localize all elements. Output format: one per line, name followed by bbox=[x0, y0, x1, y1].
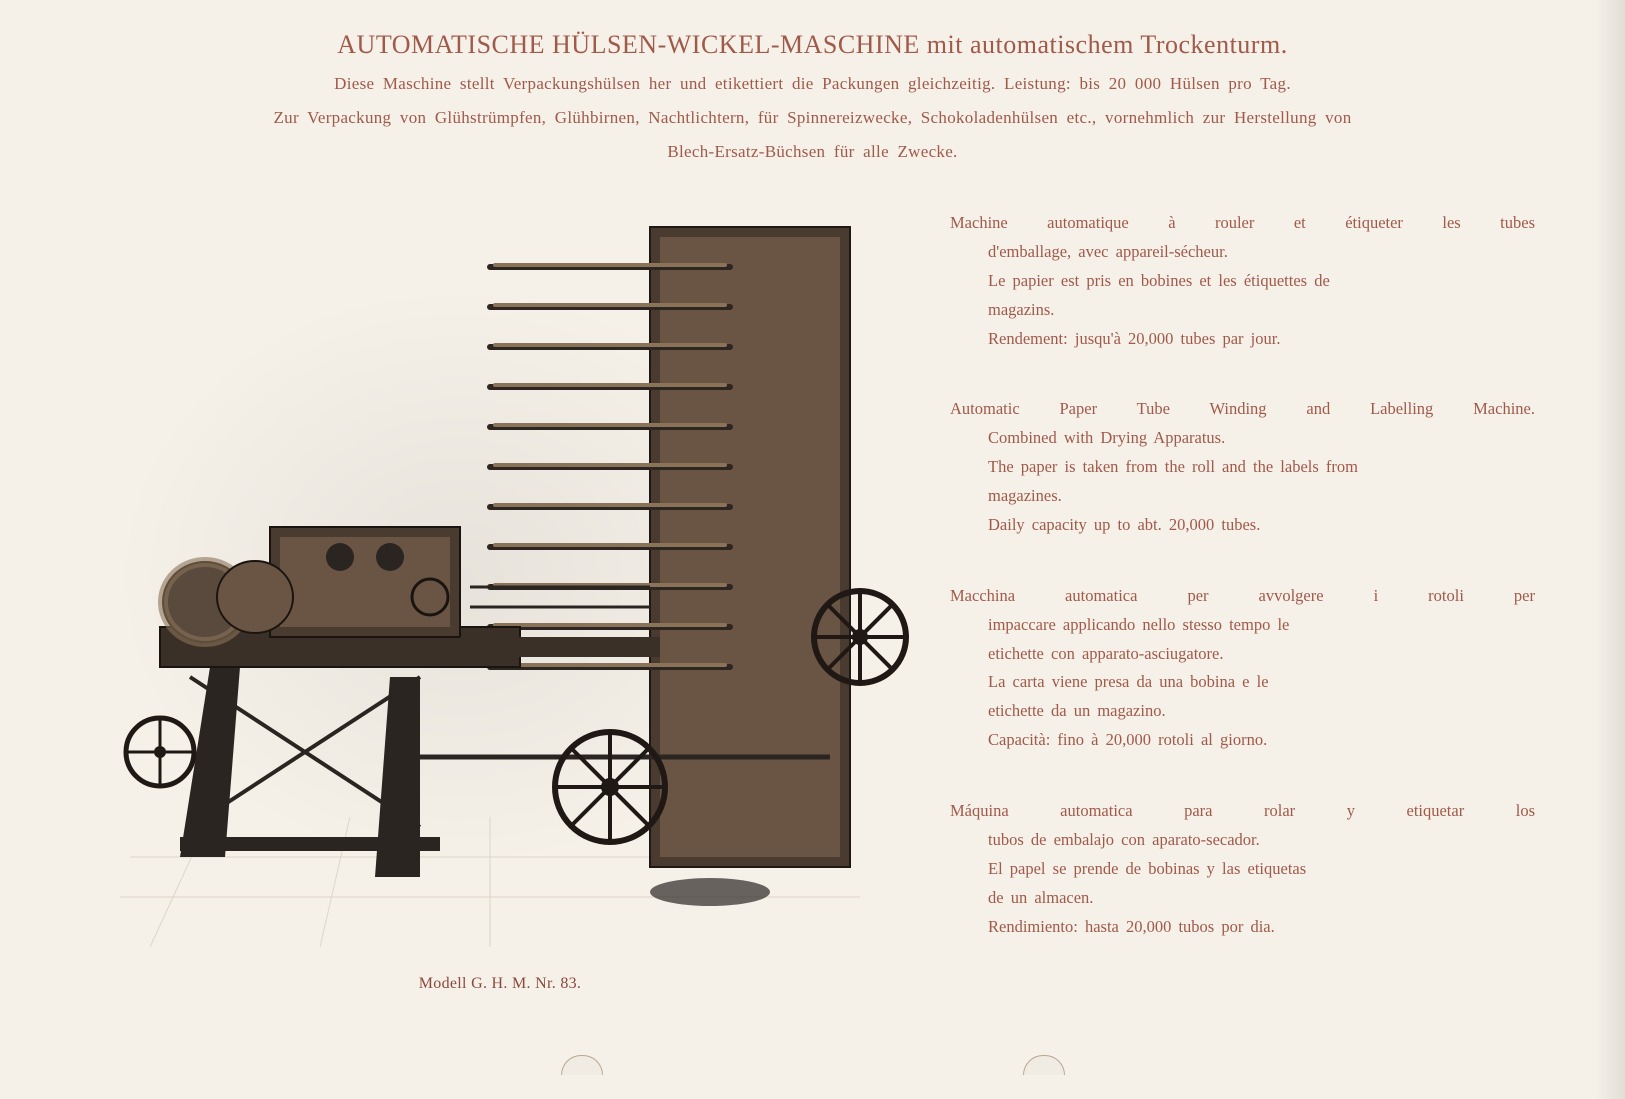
subtitle-line-3: Blech-Ersatz-Büchsen für alle Zwecke. bbox=[90, 142, 1535, 162]
content-row: Modell G. H. M. Nr. 83. Machine automati… bbox=[90, 197, 1535, 993]
subtitle-line-1: Diese Maschine stellt Verpackungshülsen … bbox=[90, 74, 1535, 94]
illustration-column: Modell G. H. M. Nr. 83. bbox=[90, 197, 910, 993]
punch-hole-icon bbox=[561, 1055, 603, 1075]
machine-svg bbox=[90, 197, 910, 957]
winder-body-icon bbox=[126, 527, 520, 877]
catalog-page: AUTOMATISCHE HÜLSEN-WICKEL-MASCHINE mit … bbox=[0, 0, 1625, 1033]
subtitle-line-2: Zur Verpackung von Glühstrümpfen, Glühbi… bbox=[90, 108, 1535, 128]
model-caption: Modell G. H. M. Nr. 83. bbox=[90, 975, 910, 993]
desc-italian: Macchina automatica per avvolgere i roto… bbox=[950, 582, 1535, 755]
punch-hole-icon bbox=[1023, 1055, 1065, 1075]
header-block: AUTOMATISCHE HÜLSEN-WICKEL-MASCHINE mit … bbox=[90, 30, 1535, 162]
machine-illustration bbox=[90, 197, 910, 957]
description-column: Machine automatique à rouler et étiquete… bbox=[950, 197, 1535, 983]
title-bold: AUTOMATISCHE HÜLSEN-WICKEL-MASCHINE bbox=[337, 30, 920, 59]
main-title: AUTOMATISCHE HÜLSEN-WICKEL-MASCHINE mit … bbox=[90, 30, 1535, 60]
page-edge-shadow bbox=[1595, 0, 1625, 1099]
drying-tower-icon bbox=[490, 227, 906, 867]
title-light: mit automatischem Trockenturm. bbox=[920, 30, 1288, 59]
desc-english: Automatic Paper Tube Winding and Labelli… bbox=[950, 395, 1535, 539]
desc-spanish: Máquina automatica para rolar y etiqueta… bbox=[950, 797, 1535, 941]
binder-punch-holes bbox=[0, 1055, 1625, 1075]
desc-french: Machine automatique à rouler et étiquete… bbox=[950, 209, 1535, 353]
